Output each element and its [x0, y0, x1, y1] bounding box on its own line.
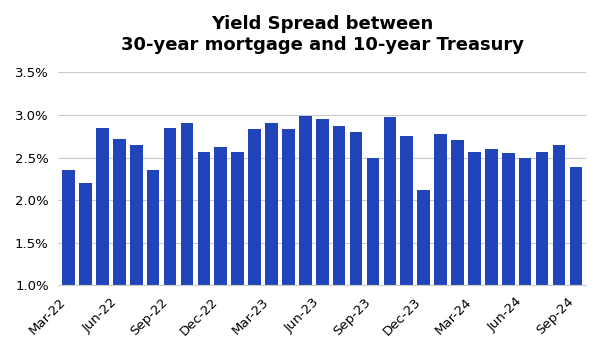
Bar [147, 170, 159, 353]
Bar [63, 170, 75, 353]
Bar [130, 145, 142, 353]
Title: Yield Spread between
30-year mortgage and 10-year Treasury: Yield Spread between 30-year mortgage an… [121, 15, 523, 54]
Bar [535, 151, 548, 353]
Bar [485, 149, 498, 353]
Bar [299, 116, 312, 353]
Bar [570, 167, 582, 353]
Bar [468, 151, 481, 353]
Bar [367, 157, 379, 353]
Bar [502, 153, 514, 353]
Bar [435, 134, 447, 353]
Bar [400, 136, 413, 353]
Bar [552, 145, 566, 353]
Bar [350, 132, 362, 353]
Bar [248, 128, 261, 353]
Bar [198, 151, 210, 353]
Bar [333, 126, 346, 353]
Bar [231, 151, 244, 353]
Bar [417, 190, 430, 353]
Bar [215, 147, 227, 353]
Bar [163, 128, 177, 353]
Bar [282, 128, 294, 353]
Bar [96, 128, 109, 353]
Bar [451, 140, 464, 353]
Bar [113, 139, 126, 353]
Bar [316, 119, 329, 353]
Bar [265, 124, 278, 353]
Bar [79, 183, 92, 353]
Bar [181, 124, 194, 353]
Bar [383, 116, 396, 353]
Bar [519, 157, 531, 353]
